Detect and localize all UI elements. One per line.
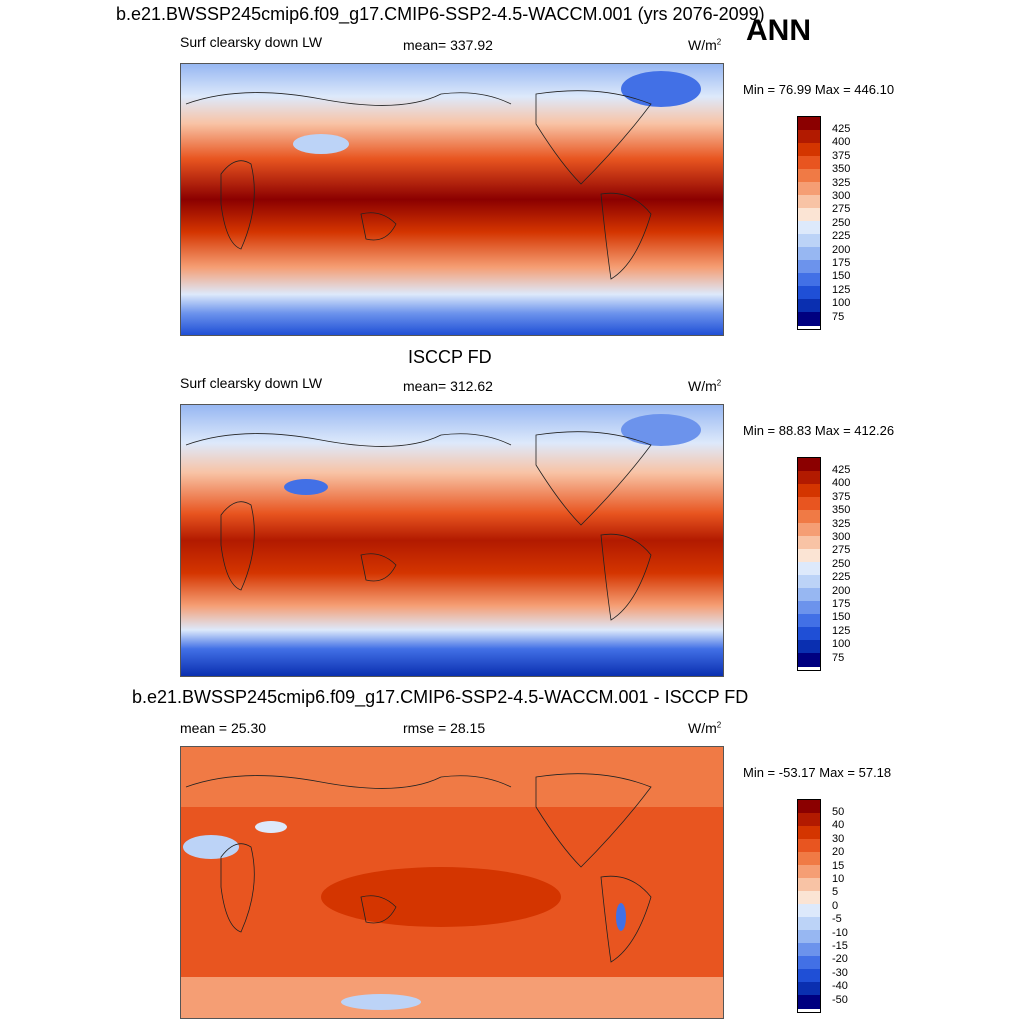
colorbar-tick: 200 [832,584,851,597]
colorbar-tick: 0 [832,899,839,912]
panel-2-title: ISCCP FD [408,347,492,367]
panel-1-title: b.e21.BWSSP245cmip6.f09_g17.CMIP6-SSP2-4… [116,4,765,24]
colorbar-tick: 225 [832,230,851,243]
panel-2-mean-label: mean= 312.62 [403,378,493,394]
colorbar-tick: 350 [832,163,851,176]
panel-2-minmax: Min = 88.83 Max = 412.26 [743,423,895,438]
colorbar-tick: 325 [832,517,851,530]
colorbar-tick: -20 [832,953,848,966]
panel-3-title: b.e21.BWSSP245cmip6.f09_g17.CMIP6-SSP2-4… [132,687,749,707]
colorbar-tick: 100 [832,297,851,310]
panel-3-rmse-label: rmse = 28.15 [403,720,486,736]
colorbar-tick: 425 [832,464,851,476]
colorbar-tick: 250 [832,216,851,229]
colorbar-tick: 30 [832,832,845,845]
colorbar-tick: -30 [832,966,848,979]
panel-1-units: W/m2 [688,37,722,53]
colorbar-tick: 375 [832,490,851,503]
colorbar-tick: -40 [832,980,848,993]
colorbar-tick: 400 [832,477,851,490]
colorbar-tick: 275 [832,544,851,557]
colorbar-tick: 100 [832,638,851,651]
colorbar-tick: 40 [832,819,845,832]
colorbar-tick: 50 [832,806,845,818]
colorbar-tick: 125 [832,283,851,296]
colorbar-tick: -10 [832,926,848,939]
colorbar-tick: 75 [832,310,845,323]
colorbar-tick: 275 [832,203,851,216]
colorbar-tick: 75 [832,651,845,664]
colorbar-tick: -50 [832,993,848,1006]
panel-1-colorbar [797,116,821,330]
panel-1-variable-label: Surf clearsky down LW [180,34,323,50]
colorbar-tick: 250 [832,557,851,570]
panel-3-colorbar-labels: 50 40 30 20 15 10 5 0 -5 -10 -15 -20 -30… [832,806,848,1007]
colorbar-tick: -5 [832,913,842,926]
season-label: ANN [746,14,811,47]
colorbar-tick: 325 [832,176,851,189]
panel-2-colorbar [797,457,821,671]
colorbar-tick: -15 [832,940,848,953]
colorbar-tick: 425 [832,123,851,135]
colorbar-tick: 15 [832,859,845,872]
panel-1-mean-label: mean= 337.92 [403,37,493,53]
world-map-field-icon [181,64,723,335]
panel-2-map [180,404,724,677]
panel-2-units: W/m2 [688,378,722,394]
colorbar-tick: 400 [832,136,851,149]
world-map-difference-icon [181,747,723,1018]
panel-3-mean-label: mean = 25.30 [180,720,267,736]
panel-2-colorbar-labels: 425 400 375 350 325 300 275 250 225 200 … [832,464,850,665]
panel-3-units: W/m2 [688,720,722,736]
panel-1-map [180,63,724,336]
colorbar-tick: 225 [832,571,851,584]
colorbar-tick: 10 [832,873,845,886]
colorbar-tick: 300 [832,190,851,203]
colorbar-tick: 350 [832,504,851,517]
panel-1-minmax: Min = 76.99 Max = 446.10 [743,82,895,97]
colorbar-tick: 150 [832,270,851,283]
panel-3-colorbar [797,799,821,1013]
colorbar-tick: 125 [832,624,851,637]
panel-3-minmax: Min = -53.17 Max = 57.18 [743,765,892,780]
panel-3-map [180,746,724,1019]
world-map-field-icon [181,405,723,676]
panel-2-variable-label: Surf clearsky down LW [180,375,323,391]
colorbar-tick: 200 [832,243,851,256]
colorbar-tick: 175 [832,598,851,611]
colorbar-tick: 150 [832,611,851,624]
colorbar-tick: 175 [832,257,851,270]
colorbar-tick: 300 [832,531,851,544]
colorbar-tick: 5 [832,886,839,899]
colorbar-tick: 375 [832,149,851,162]
colorbar-tick: 20 [832,846,845,859]
panel-1-colorbar-labels: 425 400 375 350 325 300 275 250 225 200 … [832,123,850,324]
